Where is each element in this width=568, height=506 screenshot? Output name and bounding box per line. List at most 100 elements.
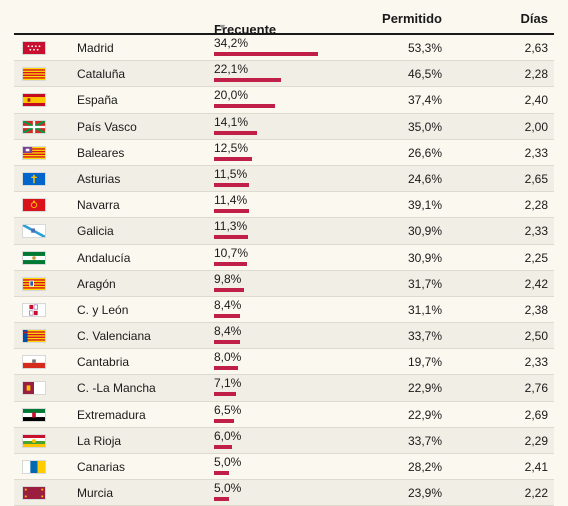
frecuente-value: 22,1%	[214, 62, 249, 77]
permitido-value: 24,6%	[407, 171, 442, 186]
frecuente-bar	[214, 366, 239, 371]
dias-value: 2,63	[524, 41, 548, 55]
permitido-value: 35,0%	[407, 119, 442, 134]
regions-table: Frecuente ▼ Permitido Días Madrid 34,2% 53,…	[14, 0, 554, 506]
frecuente-bar	[214, 340, 240, 345]
frecuente-value: 34,2%	[214, 36, 249, 50]
frecuente-value: 11,5%	[214, 166, 248, 181]
frecuente-bar	[214, 497, 230, 502]
region-name: País Vasco	[77, 119, 137, 134]
cantabria-flag-icon	[22, 355, 46, 370]
frecuente-bar	[214, 104, 275, 109]
dias-value: 2,33	[524, 145, 548, 160]
frecuente-value: 9,8%	[214, 271, 242, 286]
frecuente-bar	[214, 209, 249, 214]
dias-value: 2,41	[524, 460, 548, 474]
permitido-value: 22,9%	[407, 407, 442, 422]
asturias-flag-icon	[22, 171, 46, 186]
frecuente-bar	[214, 392, 236, 397]
region-name: Baleares	[77, 145, 125, 160]
region-name: Madrid	[77, 41, 114, 55]
frecuente-value: 20,0%	[214, 88, 249, 103]
table-row: España 20,0% 37,4% 2,40	[14, 87, 554, 114]
permitido-value: 28,2%	[407, 460, 442, 474]
frecuente-value: 5,0%	[214, 481, 242, 496]
table-row: Andalucía 10,7% 30,9% 2,25	[14, 245, 554, 271]
permitido-value: 23,9%	[407, 486, 442, 501]
frecuente-bar	[214, 261, 247, 266]
baleares-flag-icon	[22, 145, 46, 160]
dias-value: 2,50	[524, 329, 548, 344]
frecuente-bar	[214, 78, 282, 83]
frecuente-bar	[214, 418, 234, 423]
la-rioja-flag-icon	[22, 433, 46, 448]
table-row: C. Valenciana 8,4% 33,7% 2,50	[14, 323, 554, 350]
dias-value: 2,38	[524, 302, 548, 317]
dias-value: 2,40	[524, 93, 548, 108]
table-row: C. -La Mancha 7,1% 22,9% 2,76	[14, 375, 554, 402]
region-name: Galicia	[77, 224, 114, 239]
table-row: Cantabria 8,0% 19,7% 2,33	[14, 349, 554, 376]
column-header-permitido[interactable]: Permitido	[382, 11, 442, 26]
table-row: Baleares 12,5% 26,6% 2,33	[14, 140, 554, 166]
cataluna-flag-icon	[22, 67, 46, 82]
dias-value: 2,42	[524, 276, 548, 291]
table-row: Murcia 5,0% 23,9% 2,22	[14, 480, 554, 506]
frecuente-value: 10,7%	[214, 245, 249, 260]
permitido-value: 53,3%	[407, 41, 442, 55]
madrid-flag-icon	[22, 41, 46, 55]
permitido-value: 19,7%	[407, 355, 442, 370]
region-name: Aragón	[77, 276, 116, 291]
frecuente-value: 8,4%	[214, 324, 242, 339]
frecuente-value: 8,4%	[214, 297, 242, 312]
region-name: Andalucía	[77, 250, 131, 265]
frecuente-value: 7,1%	[214, 376, 242, 391]
pais-vasco-flag-icon	[22, 119, 46, 134]
dias-value: 2,65	[524, 171, 548, 186]
region-name: Navarra	[77, 198, 120, 213]
region-name: C. y León	[77, 302, 129, 317]
frecuente-bar	[214, 182, 249, 187]
aragon-flag-icon	[22, 276, 46, 291]
frecuente-value: 5,0%	[214, 455, 242, 469]
region-name: Murcia	[77, 486, 114, 501]
canarias-flag-icon	[22, 460, 46, 474]
permitido-value: 30,9%	[407, 250, 442, 265]
sort-desc-icon: ▼	[218, 22, 227, 32]
region-name: Extremadura	[77, 407, 146, 422]
frecuente-value: 8,0%	[214, 350, 242, 365]
table-body: Madrid 34,2% 53,3% 2,63 Cataluña 22,1% 46,5% 2,…	[14, 35, 554, 506]
table-row: Extremadura 6,5% 22,9% 2,69	[14, 402, 554, 428]
andalucia-flag-icon	[22, 250, 46, 265]
region-name: Asturias	[77, 171, 121, 186]
region-name: C. -La Mancha	[77, 381, 156, 396]
permitido-value: 37,4%	[407, 93, 442, 108]
valencia-flag-icon	[22, 329, 46, 344]
table-row: Aragón 9,8% 31,7% 2,42	[14, 270, 554, 297]
region-name: España	[77, 93, 118, 108]
dias-value: 2,22	[524, 486, 548, 501]
permitido-value: 22,9%	[407, 381, 442, 396]
dias-value: 2,25	[524, 250, 548, 265]
frecuente-value: 14,1%	[214, 114, 249, 129]
frecuente-value: 12,5%	[214, 140, 249, 155]
permitido-value: 46,5%	[407, 67, 442, 82]
frecuente-bar	[214, 287, 244, 292]
dias-value: 2,29	[524, 433, 548, 448]
permitido-value: 31,1%	[407, 302, 442, 317]
table-row: C. y León 8,4% 31,1% 2,38	[14, 297, 554, 324]
dias-value: 2,76	[524, 381, 548, 396]
column-header-dias[interactable]: Días	[520, 11, 548, 26]
permitido-value: 30,9%	[407, 224, 442, 239]
region-name: Canarias	[77, 460, 126, 474]
region-name: La Rioja	[77, 433, 122, 448]
table-row: Cataluña 22,1% 46,5% 2,28	[14, 61, 554, 88]
column-header-frecuente-label: Frecuente	[214, 22, 277, 37]
frecuente-bar	[214, 471, 230, 475]
table-row: Galicia 11,3% 30,9% 2,33	[14, 218, 554, 245]
table-row: Canarias 5,0% 28,2% 2,41	[14, 454, 554, 481]
region-name: C. Valenciana	[77, 329, 151, 344]
frecuente-bar	[214, 156, 252, 161]
dias-value: 2,00	[524, 119, 548, 134]
region-name: Cantabria	[77, 355, 130, 370]
